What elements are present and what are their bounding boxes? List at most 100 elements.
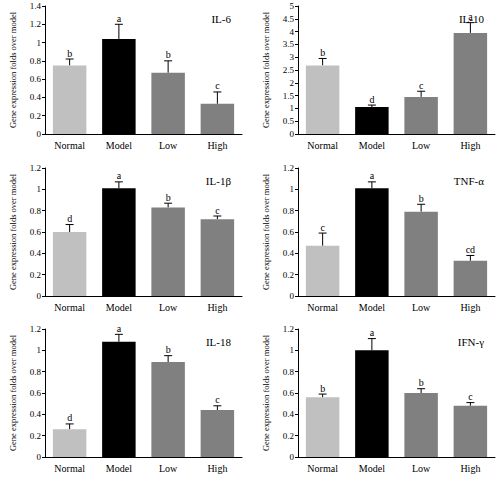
svg-text:a: a [117, 13, 122, 24]
svg-text:b: b [320, 383, 325, 394]
svg-text:IFN-γ: IFN-γ [458, 336, 484, 348]
svg-text:1: 1 [37, 345, 42, 355]
svg-text:1: 1 [290, 103, 295, 113]
svg-text:Normal: Normal [54, 140, 85, 151]
svg-text:0.8: 0.8 [283, 206, 295, 216]
svg-text:IL-18: IL-18 [206, 336, 232, 348]
svg-text:Gene expression folds over mod: Gene expression folds over model [8, 334, 18, 451]
svg-text:0.4: 0.4 [30, 409, 42, 419]
svg-text:b: b [419, 377, 424, 388]
svg-text:0: 0 [37, 291, 42, 301]
svg-text:Gene expression folds over mod: Gene expression folds over model [8, 11, 18, 128]
svg-text:a: a [117, 170, 122, 181]
svg-text:High: High [207, 140, 227, 151]
svg-text:Gene expression folds over mod: Gene expression folds over model [8, 173, 18, 290]
svg-text:1.2: 1.2 [283, 324, 294, 334]
svg-text:Normal: Normal [307, 140, 338, 151]
svg-text:1.4: 1.4 [30, 1, 42, 11]
svg-text:0.6: 0.6 [30, 388, 42, 398]
svg-text:Low: Low [412, 302, 431, 313]
svg-text:d: d [67, 213, 72, 224]
svg-text:c: c [215, 205, 220, 216]
svg-text:1.2: 1.2 [283, 163, 294, 173]
svg-text:Gene expression folds over mod: Gene expression folds over model [261, 11, 271, 128]
svg-text:5: 5 [290, 1, 295, 11]
svg-text:d: d [369, 94, 374, 105]
svg-text:Low: Low [412, 463, 431, 474]
svg-text:a: a [117, 323, 122, 334]
svg-text:0: 0 [37, 452, 42, 462]
svg-text:Model: Model [106, 463, 132, 474]
svg-text:0.4: 0.4 [283, 248, 295, 258]
svg-text:2.5: 2.5 [283, 65, 295, 75]
svg-text:b: b [67, 48, 72, 59]
svg-text:0.4: 0.4 [283, 409, 295, 419]
svg-text:Low: Low [159, 302, 178, 313]
svg-text:0.6: 0.6 [283, 227, 295, 237]
svg-text:0.8: 0.8 [283, 367, 295, 377]
svg-text:1: 1 [37, 184, 42, 194]
svg-text:b: b [419, 193, 424, 204]
svg-text:1: 1 [290, 184, 295, 194]
svg-text:High: High [460, 463, 480, 474]
svg-text:0.2: 0.2 [30, 270, 41, 280]
svg-text:1.2: 1.2 [30, 324, 41, 334]
svg-text:High: High [207, 463, 227, 474]
svg-text:IL-1β: IL-1β [206, 175, 232, 187]
svg-text:b: b [166, 344, 171, 355]
svg-text:0.4: 0.4 [30, 248, 42, 258]
svg-text:Normal: Normal [54, 463, 85, 474]
svg-text:2: 2 [290, 78, 295, 88]
svg-text:b: b [320, 47, 325, 58]
svg-text:Model: Model [359, 463, 385, 474]
svg-text:1: 1 [37, 38, 42, 48]
svg-text:0.2: 0.2 [283, 270, 294, 280]
svg-text:Low: Low [159, 463, 178, 474]
svg-text:0.8: 0.8 [30, 56, 42, 66]
svg-text:0.8: 0.8 [30, 367, 42, 377]
svg-text:d: d [67, 412, 72, 423]
svg-text:a: a [370, 327, 375, 338]
svg-text:b: b [166, 49, 171, 60]
svg-text:Normal: Normal [307, 463, 338, 474]
svg-text:0: 0 [290, 291, 295, 301]
svg-text:0: 0 [290, 129, 295, 139]
svg-text:cd: cd [466, 244, 475, 255]
svg-text:Low: Low [159, 140, 178, 151]
svg-text:Model: Model [106, 302, 132, 313]
svg-text:Low: Low [412, 140, 431, 151]
svg-text:c: c [468, 391, 473, 402]
svg-text:Gene expression folds over mod: Gene expression folds over model [261, 334, 271, 451]
svg-text:0: 0 [37, 129, 42, 139]
svg-text:0.2: 0.2 [30, 431, 41, 441]
svg-text:IL-10: IL-10 [459, 13, 485, 25]
svg-text:1.2: 1.2 [30, 163, 41, 173]
svg-text:Model: Model [106, 140, 132, 151]
svg-text:1.2: 1.2 [30, 19, 41, 29]
svg-text:c: c [320, 222, 325, 233]
svg-text:c: c [215, 80, 220, 91]
svg-text:0.5: 0.5 [283, 116, 295, 126]
svg-text:a: a [370, 170, 375, 181]
svg-text:Model: Model [359, 302, 385, 313]
svg-text:3: 3 [290, 52, 295, 62]
svg-text:0: 0 [290, 452, 295, 462]
svg-text:0.4: 0.4 [30, 92, 42, 102]
svg-text:Normal: Normal [54, 302, 85, 313]
svg-text:High: High [207, 302, 227, 313]
svg-text:b: b [166, 192, 171, 203]
svg-text:IL-6: IL-6 [211, 13, 231, 25]
svg-text:0.6: 0.6 [283, 388, 295, 398]
svg-text:c: c [215, 394, 220, 405]
svg-text:Model: Model [359, 140, 385, 151]
svg-text:0.2: 0.2 [30, 111, 41, 121]
svg-text:0.6: 0.6 [30, 227, 42, 237]
svg-text:3.5: 3.5 [283, 39, 295, 49]
svg-text:1: 1 [290, 345, 295, 355]
svg-text:Normal: Normal [307, 302, 338, 313]
svg-text:High: High [460, 302, 480, 313]
svg-text:TNF-α: TNF-α [454, 175, 484, 187]
svg-text:0.6: 0.6 [30, 74, 42, 84]
svg-text:Gene expression folds over mod: Gene expression folds over model [261, 173, 271, 290]
svg-text:4.5: 4.5 [283, 14, 295, 24]
